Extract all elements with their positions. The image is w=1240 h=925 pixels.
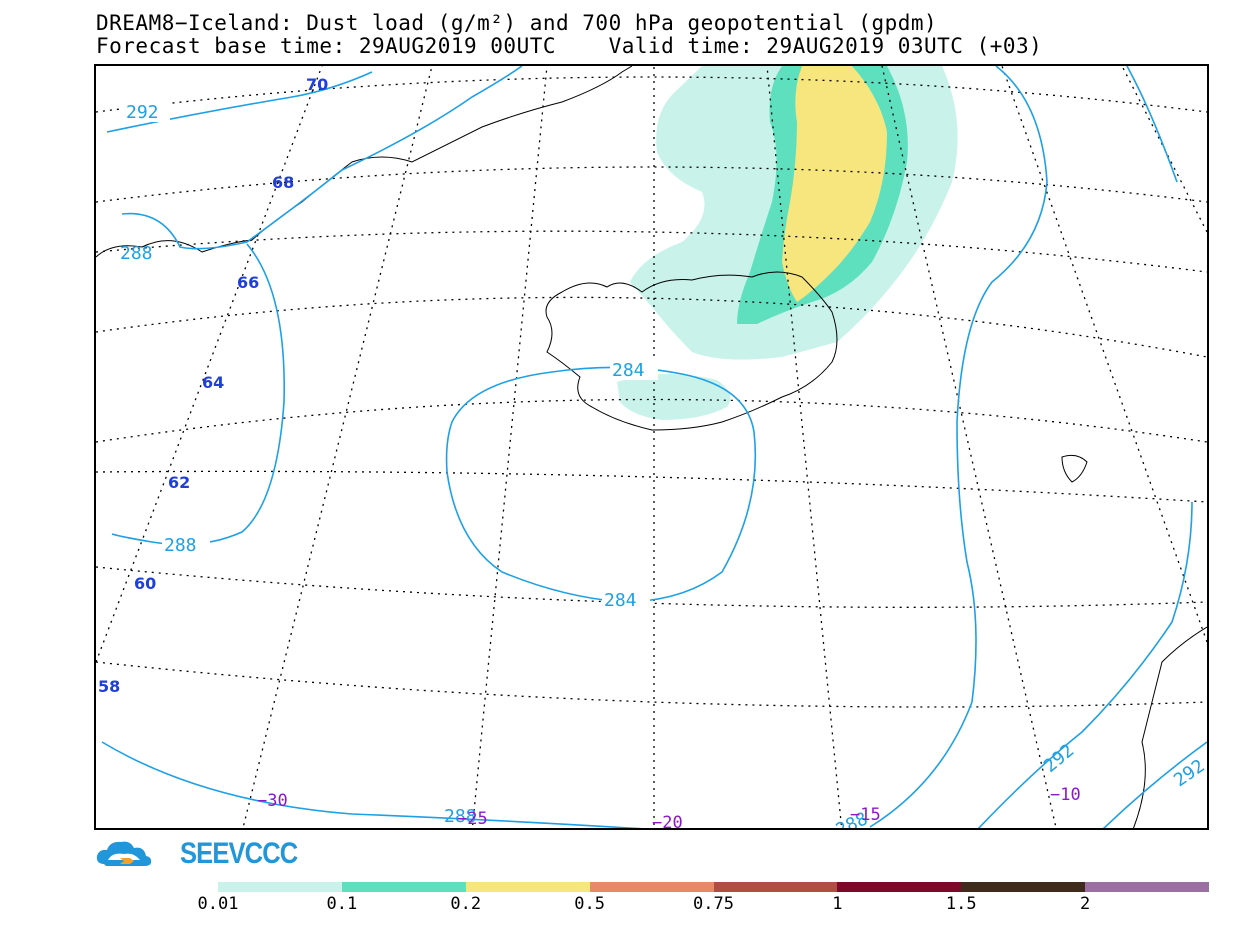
map-subtitle-times: Forecast base time: 29AUG2019 00UTC Vali…	[96, 34, 1043, 58]
geo-label: 284	[604, 590, 637, 611]
lat-label: 60	[134, 574, 156, 593]
graticule	[96, 66, 1207, 828]
colorbar-tick-label: 1	[832, 894, 843, 914]
colorbar-segment	[465, 882, 590, 892]
map-title: DREAM8−Iceland: Dust load (g/m²) and 700…	[96, 11, 938, 35]
geo-label: 292	[1170, 755, 1207, 791]
greenland-coast	[96, 66, 633, 258]
iceland-coast	[545, 271, 838, 431]
colorbar-segment	[837, 882, 962, 892]
colorbar-tick-label: 0.5	[574, 894, 605, 914]
colorbar-segment	[218, 882, 342, 892]
longitude-labels: −30 −25 −20 −15 −10	[257, 785, 1081, 828]
lat-label: 58	[98, 677, 120, 696]
lon-label: −10	[1050, 785, 1081, 805]
dust-load-field	[617, 66, 958, 420]
seevccc-logo: SEEVCCC	[94, 836, 318, 872]
lat-label: 68	[272, 173, 294, 192]
lat-label: 70	[306, 75, 328, 94]
lon-label: −15	[850, 805, 881, 825]
coastlines	[96, 66, 1207, 828]
geo-label: 288	[164, 535, 197, 556]
dust-area-high	[782, 66, 887, 302]
logo-text: SEEVCCC	[180, 837, 298, 870]
lon-label: −25	[457, 809, 488, 828]
geo-label: 284	[612, 360, 645, 381]
geo-label: 288	[120, 243, 153, 264]
lon-label: −30	[257, 791, 288, 811]
lat-label: 64	[202, 373, 224, 392]
faroe-islands	[1061, 454, 1088, 483]
norway-coast	[1132, 626, 1207, 828]
dust-area-light-south	[617, 373, 731, 420]
colorbar-segment	[341, 882, 466, 892]
colorbar-tick-label: 0.1	[326, 894, 358, 914]
lat-label: 62	[168, 473, 190, 492]
geopotential-labels: 292 288 288 284 284 292 288 288 292	[120, 102, 1207, 828]
geo-label: 292	[1040, 740, 1078, 777]
cloud-logo-icon	[96, 841, 152, 866]
map-panel: 292 288 288 284 284 292 288 288 292 70 6…	[94, 64, 1209, 830]
colorbar-segment	[713, 882, 838, 892]
colorbar-segment	[589, 882, 714, 892]
lat-label: 66	[237, 273, 259, 292]
colorbar-segment	[961, 882, 1086, 892]
colorbar	[218, 882, 1209, 892]
geo-label: 288	[444, 806, 477, 827]
colorbar-tick-label: 0.01	[197, 894, 239, 914]
lon-label: −20	[652, 813, 683, 828]
geopotential-contours	[101, 66, 1207, 828]
colorbar-segment	[1085, 882, 1209, 892]
colorbar-tick-label: 0.75	[693, 894, 734, 914]
colorbar-tick-label: 0.2	[450, 894, 482, 914]
geo-label: 292	[126, 102, 159, 123]
colorbar-tick-label: 1.5	[945, 894, 977, 914]
colorbar-tick-label: 2	[1080, 894, 1091, 914]
latitude-labels: 70 68 66 64 62 60 58	[98, 75, 328, 696]
